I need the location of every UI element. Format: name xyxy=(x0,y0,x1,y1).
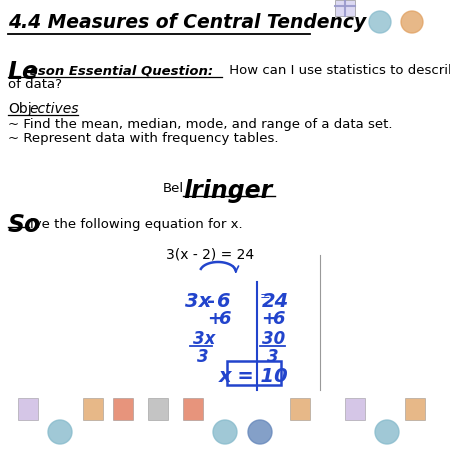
Circle shape xyxy=(401,11,423,33)
Text: Obj: Obj xyxy=(8,102,32,116)
Text: =: = xyxy=(260,290,270,303)
Text: -: - xyxy=(207,292,215,311)
Text: +: + xyxy=(261,310,276,328)
FancyBboxPatch shape xyxy=(405,398,425,420)
Text: 30: 30 xyxy=(262,330,285,348)
Text: 3: 3 xyxy=(197,348,209,366)
Circle shape xyxy=(369,11,391,33)
FancyBboxPatch shape xyxy=(113,398,133,420)
Text: 3: 3 xyxy=(267,348,279,366)
Text: 6: 6 xyxy=(216,292,230,311)
Text: 6: 6 xyxy=(218,310,230,328)
FancyBboxPatch shape xyxy=(148,398,168,420)
Text: x = 10: x = 10 xyxy=(219,367,289,386)
Circle shape xyxy=(48,420,72,444)
Text: lringer: lringer xyxy=(183,179,272,203)
Text: 3x: 3x xyxy=(185,292,211,311)
Circle shape xyxy=(375,420,399,444)
Text: So: So xyxy=(8,213,41,237)
Text: ~ Represent data with frequency tables.: ~ Represent data with frequency tables. xyxy=(8,132,279,145)
Text: ~ Find the mean, median, mode, and range of a data set.: ~ Find the mean, median, mode, and range… xyxy=(8,118,392,131)
Text: Bel: Bel xyxy=(163,182,184,195)
Text: lve the following equation for x.: lve the following equation for x. xyxy=(30,218,243,231)
Text: 24: 24 xyxy=(262,292,289,311)
Text: 3x: 3x xyxy=(193,330,216,348)
FancyBboxPatch shape xyxy=(83,398,103,420)
Text: sson Essential Question:: sson Essential Question: xyxy=(30,64,213,77)
Text: 3(x - 2) = 24: 3(x - 2) = 24 xyxy=(166,248,254,262)
FancyBboxPatch shape xyxy=(18,398,38,420)
Text: ectives: ectives xyxy=(29,102,78,116)
FancyBboxPatch shape xyxy=(183,398,203,420)
Text: +: + xyxy=(207,310,222,328)
Text: How can I use statistics to describe a particular set: How can I use statistics to describe a p… xyxy=(225,64,450,77)
Circle shape xyxy=(213,420,237,444)
FancyBboxPatch shape xyxy=(335,0,355,16)
Text: of data?: of data? xyxy=(8,78,62,91)
Text: 4.4 Measures of Central Tendency: 4.4 Measures of Central Tendency xyxy=(8,13,366,31)
Circle shape xyxy=(248,420,272,444)
Text: Le: Le xyxy=(8,60,39,84)
FancyBboxPatch shape xyxy=(345,398,365,420)
FancyBboxPatch shape xyxy=(290,398,310,420)
Text: 6: 6 xyxy=(272,310,284,328)
